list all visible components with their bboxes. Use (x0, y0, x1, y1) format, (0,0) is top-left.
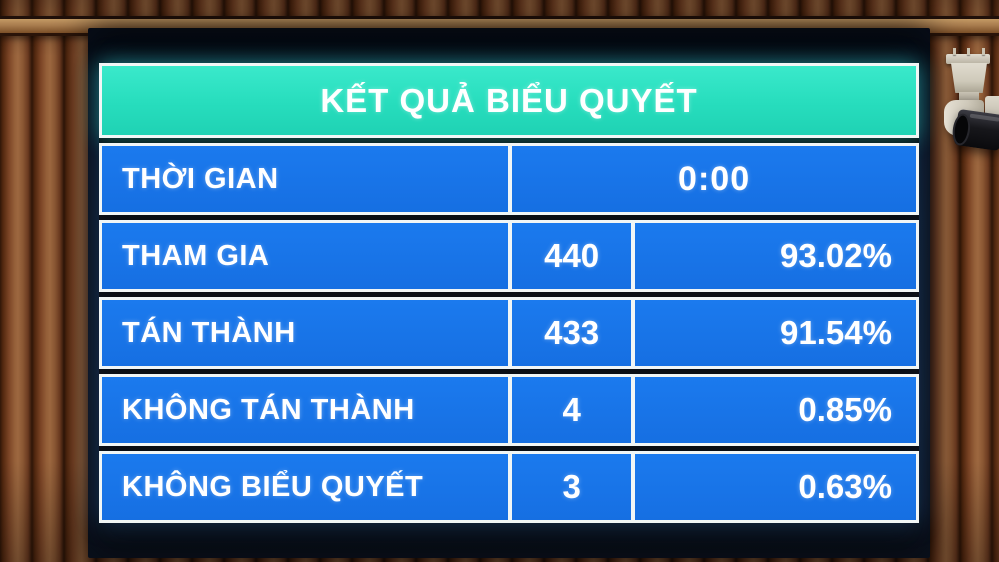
row-percent: 93.02% (631, 223, 916, 289)
table-row-time: THỜI GIAN 0:00 (99, 143, 919, 215)
row-percent: 91.54% (631, 300, 916, 366)
table-row-khong-bieu-quyet: KHÔNG BIỂU QUYẾT 3 0.63% (99, 451, 919, 523)
camera-neck-icon (959, 92, 979, 102)
table-row-tan-thanh: TÁN THÀNH 433 91.54% (99, 297, 919, 369)
row-count: 4 (508, 377, 631, 443)
time-label: THỜI GIAN (122, 162, 279, 195)
row-count: 3 (508, 454, 631, 520)
row-label: KHÔNG BIỂU QUYẾT (122, 470, 424, 503)
display-screen: KẾT QUẢ BIỂU QUYẾT THỜI GIAN 0:00 THAM G… (88, 28, 930, 558)
row-percent: 0.85% (631, 377, 916, 443)
security-camera (929, 48, 999, 198)
row-label: KHÔNG TÁN THÀNH (122, 393, 415, 426)
table-row-tham-gia: THAM GIA 440 93.02% (99, 220, 919, 292)
row-label: TÁN THÀNH (122, 316, 296, 349)
camera-screw-icon (982, 48, 985, 55)
time-value: 0:00 (508, 146, 916, 212)
table-row-khong-tan-thanh: KHÔNG TÁN THÀNH 4 0.85% (99, 374, 919, 446)
row-label: THAM GIA (122, 239, 270, 272)
row-count: 440 (508, 223, 631, 289)
voting-results-table: KẾT QUẢ BIỂU QUYẾT THỜI GIAN 0:00 THAM G… (99, 63, 919, 523)
camera-screw-icon (967, 48, 970, 55)
camera-mount-plate-icon (946, 48, 990, 64)
table-title-text: KẾT QUẢ BIỂU QUYẾT (320, 81, 698, 119)
camera-screw-icon (953, 48, 956, 55)
camera-lens-icon (953, 108, 999, 152)
row-percent: 0.63% (631, 454, 916, 520)
row-count: 433 (508, 300, 631, 366)
table-title: KẾT QUẢ BIỂU QUYẾT (99, 63, 919, 138)
camera-mount-box-icon (951, 63, 987, 93)
